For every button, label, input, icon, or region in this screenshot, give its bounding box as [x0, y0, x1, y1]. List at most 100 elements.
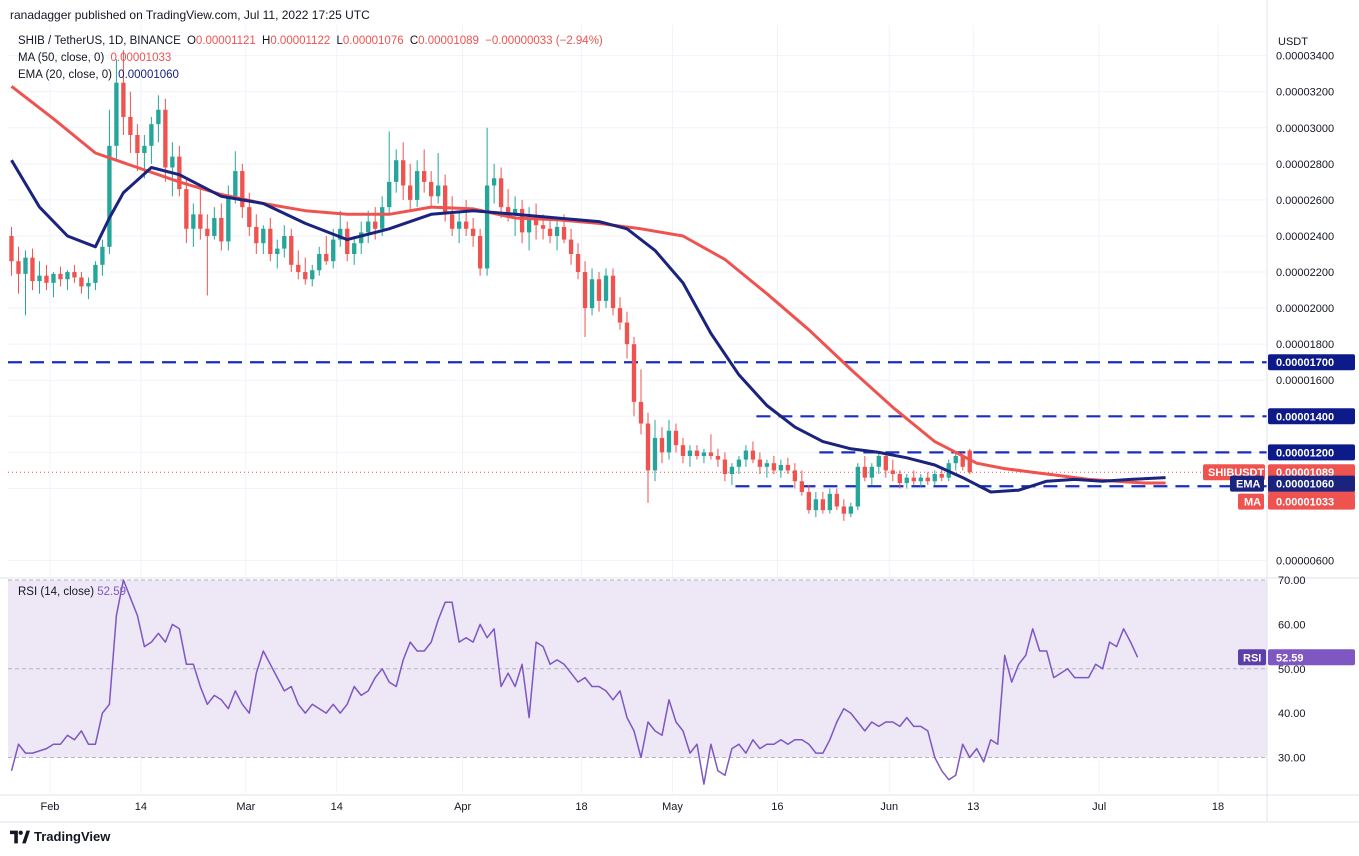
ma-name-tag-label: MA — [1244, 497, 1261, 509]
level-tag — [1268, 408, 1355, 425]
rsi-name-tag — [1238, 649, 1266, 666]
price-tags: 0.000017000.000014000.000012000.00001012… — [1203, 354, 1355, 666]
time-tick-label: 13 — [967, 801, 979, 813]
price-axis-unit: USDT — [1278, 36, 1308, 48]
candle-body — [498, 178, 504, 208]
candle-body — [652, 437, 658, 471]
candle-body — [58, 273, 63, 280]
level-tag — [1268, 444, 1355, 461]
candle-body — [519, 208, 525, 233]
ma-name-tag — [1238, 493, 1264, 510]
candle-body — [37, 275, 42, 282]
candle-body — [198, 214, 203, 229]
ema20-line — [10, 159, 1166, 494]
candle-body — [408, 185, 413, 200]
candle-body — [72, 272, 77, 278]
candle-body — [925, 477, 930, 482]
candle-body — [142, 145, 147, 154]
candle-body — [331, 239, 336, 262]
candle-body — [303, 272, 308, 280]
candle-body — [708, 452, 714, 456]
candle-body — [65, 272, 70, 280]
candle-body — [156, 109, 161, 125]
candle-body — [226, 196, 231, 242]
candlestick-series — [9, 50, 972, 521]
axes: USDT0.000006000.000010000.000012000.0000… — [0, 0, 1359, 823]
price-tick-label: 0.00002600 — [1276, 195, 1334, 207]
candle-body — [254, 226, 259, 244]
rsi-series-line — [10, 579, 1139, 785]
candle-body — [261, 228, 266, 244]
candle-body — [149, 124, 154, 146]
candle-body — [463, 221, 469, 229]
candle-body — [415, 171, 420, 200]
ma50-line — [10, 85, 1166, 485]
candle-body — [834, 493, 840, 507]
candle-body — [387, 181, 392, 208]
candle-body — [366, 221, 371, 233]
candle-body — [813, 499, 819, 511]
candle-body — [107, 145, 112, 247]
candle-body — [289, 235, 294, 265]
candle-body — [428, 181, 434, 197]
candle-body — [394, 160, 399, 182]
ema-value-tag — [1268, 475, 1355, 492]
time-tick-label: 18 — [575, 801, 587, 813]
price-tick-label: 0.00002200 — [1276, 267, 1334, 279]
candle-body — [673, 430, 679, 446]
time-tick-label: Jul — [1092, 801, 1106, 813]
rsi-legend: RSI (14, close) 52.59 — [18, 586, 126, 598]
time-tick-label: Feb — [40, 801, 59, 813]
open-value: 0.00001121 — [195, 35, 256, 47]
time-tick-label: 18 — [1212, 801, 1224, 813]
candle-body — [631, 344, 637, 402]
candle-body — [373, 221, 378, 229]
candle-body — [883, 455, 888, 471]
candle-body — [275, 248, 280, 255]
candle-body — [589, 279, 595, 309]
candle-body — [799, 481, 805, 493]
candle-body — [960, 455, 965, 467]
candle-body — [128, 116, 133, 135]
rsi-value: 52.59 — [97, 586, 127, 598]
support-resistance-levels — [8, 361, 1267, 488]
price-tick-label: 0.00003400 — [1276, 51, 1334, 63]
level-tag-label: 0.00001700 — [1276, 357, 1334, 369]
rsi-value-tag-label: 52.59 — [1276, 652, 1304, 664]
candle-body — [9, 235, 14, 262]
candle-body — [596, 279, 602, 301]
time-tick-label: 16 — [771, 801, 783, 813]
change-value: −0.00000033 (−2.94%) — [485, 35, 603, 47]
candle-body — [212, 217, 217, 236]
rsi-tick-label: 50.00 — [1278, 664, 1306, 676]
ema-legend: EMA (20, close, 0) 0.00001060 — [18, 69, 182, 81]
candle-body — [240, 171, 245, 208]
candle-body — [862, 466, 867, 478]
candle-body — [848, 506, 853, 514]
candle-body — [163, 109, 168, 168]
price-tick-label: 0.00002400 — [1276, 231, 1334, 243]
candle-body — [484, 185, 490, 269]
candle-body — [715, 455, 721, 460]
candle-body — [317, 254, 322, 271]
candle-body — [296, 264, 301, 273]
candle-body — [876, 455, 881, 467]
candle-body — [645, 423, 651, 471]
low-value: 0.00001076 — [342, 35, 404, 47]
candle-body — [869, 466, 874, 478]
candle-body — [177, 156, 182, 190]
candle-body — [477, 235, 483, 269]
time-tick-label: Jun — [880, 801, 898, 813]
candle-body — [23, 257, 28, 274]
candle-body — [219, 217, 224, 242]
candle-body — [205, 228, 210, 236]
rsi-tick-label: 30.00 — [1278, 753, 1306, 765]
rsi-band-fill — [8, 580, 1267, 758]
tradingview-brand: TradingView — [34, 829, 111, 844]
tradingview-logo[interactable]: TradingView — [10, 829, 110, 844]
rsi-band — [8, 579, 1267, 758]
candle-body — [324, 254, 329, 262]
candle-body — [121, 82, 126, 117]
candle-body — [191, 214, 196, 229]
